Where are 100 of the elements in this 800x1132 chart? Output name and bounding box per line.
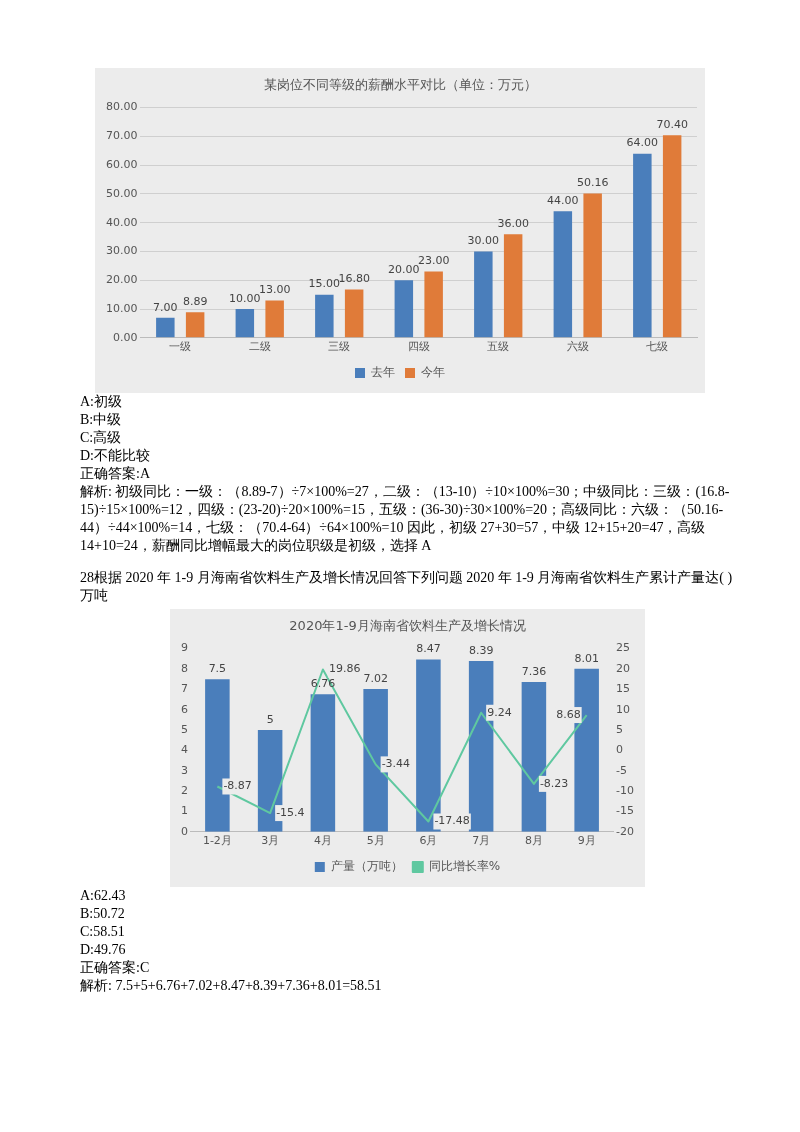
data-label: -15.4 [276, 805, 305, 819]
text: B:中级 [80, 411, 123, 429]
y-tick-label: 7 [181, 682, 188, 696]
data-label: 44.00 [547, 194, 579, 208]
y-tick-label: 70.00 [105, 129, 138, 143]
bar [235, 309, 255, 338]
text: 解析: 7.5+5+6.76+7.02+8.47+8.39+7.36+8.01=58.51 [80, 977, 383, 995]
x-tick-label: 4月 [313, 834, 332, 848]
y-tick-label: 6 [181, 702, 188, 716]
y-tick-label: 2 [181, 783, 188, 797]
y-tick-label: 30.00 [105, 244, 138, 258]
data-label: 8.39 [468, 643, 494, 657]
data-label: -8.23 [539, 776, 569, 790]
data-label: 7.00 [153, 300, 178, 314]
y2-tick-label: 0 [616, 743, 624, 757]
y-tick-label: 40.00 [105, 215, 138, 229]
bar [503, 234, 523, 338]
x-tick-label: 七级 [646, 340, 669, 354]
data-label: -17.48 [434, 814, 470, 828]
x-tick-label: 二级 [248, 340, 271, 354]
data-label: 8.68 [556, 707, 581, 721]
data-label: 5 [266, 712, 274, 726]
x-tick-label: 6月 [419, 834, 438, 848]
data-label: 20.00 [388, 263, 420, 277]
bar [424, 271, 443, 338]
y2-tick-label: -20 [616, 824, 634, 838]
data-label: 15.00 [308, 277, 341, 291]
data-label: 7.36 [521, 664, 547, 678]
text: 正确答案:C [80, 959, 151, 977]
bar [185, 312, 205, 338]
legend-label: 产量（万吨） [330, 859, 403, 874]
text: A:初级 [80, 393, 123, 411]
legend-label: 去年 [371, 365, 395, 380]
y2-tick-label: 15 [616, 682, 631, 696]
y2-tick-label: -15 [616, 804, 634, 818]
data-label: 9.24 [487, 705, 512, 719]
x-tick-label: 一级 [169, 340, 192, 354]
y-tick-label: 60.00 [105, 158, 138, 172]
y2-tick-label: 20 [616, 661, 631, 675]
y2-tick-label: -5 [616, 763, 627, 777]
text: D:不能比较 [80, 447, 151, 465]
y2-tick-label: 10 [616, 702, 631, 716]
y-tick-label: 1 [181, 804, 188, 818]
y-tick-label: 3 [181, 763, 188, 777]
bar [394, 280, 414, 338]
data-label: 7.5 [208, 661, 227, 675]
data-label: 10.00 [229, 291, 261, 305]
data-label: 8.89 [182, 295, 208, 309]
bar [156, 317, 175, 338]
y2-tick-label: 25 [616, 641, 631, 655]
y-tick-label: 0 [181, 824, 188, 838]
bar [583, 193, 602, 338]
text: C:58.51 [80, 923, 126, 941]
data-label: 8.01 [574, 651, 599, 665]
x-tick-label: 三级 [328, 340, 351, 354]
bar [474, 251, 493, 338]
text: 正确答案:A [80, 465, 151, 483]
data-label: -3.44 [381, 757, 411, 771]
x-tick-label: 3月 [261, 834, 280, 848]
x-tick-label: 8月 [524, 834, 543, 848]
y-tick-label: 9 [181, 641, 188, 655]
data-label: 19.86 [328, 662, 361, 676]
x-tick-label: 五级 [487, 340, 510, 354]
x-tick-label: 7月 [472, 834, 491, 848]
text: D:49.76 [80, 941, 127, 959]
text: A:62.43 [80, 887, 127, 905]
legend-label: 今年 [421, 365, 445, 380]
bar [662, 135, 682, 338]
x-tick-label: 5月 [366, 834, 385, 848]
chart-title: 某岗位不同等级的薪酬水平对比（单位：万元） [263, 77, 537, 93]
data-label: 7.02 [363, 671, 388, 685]
y2-tick-label: 5 [616, 722, 624, 736]
bar [553, 211, 573, 338]
x-tick-label: 四级 [407, 340, 430, 354]
text: 解析: 初级同比：一级：（8.89-7）÷7×100%=27，二级：（13-10）÷10×100%=30；中级同比：三级：(16.8-15)÷15×100%=12，四级：(23-20)÷20×100%=15，五级：(36-30)÷30×100%=20；高级同比：六级：（50.16-44）÷44×100%=14，七级：（70.4-64）÷64×100%=10 因此，初级 27+30=57，中级 12+15+20=47，高级 14+10=24，薪酬同比增幅最大的岗位职级是初级，选择 A [80, 483, 731, 555]
y-tick-label: 20.00 [105, 273, 138, 287]
y-tick-label: 50.00 [105, 186, 138, 200]
text: 28根据 2020 年 1-9 月海南省饮料生产及增长情况回答下列问题 2020 年 1-9 月海南省饮料生产累计产量达( )万吨 [80, 569, 734, 605]
y2-tick-label: -10 [616, 783, 634, 797]
bar [633, 153, 652, 338]
chart-title: 2020年1-9月海南省饮料生产及增长情况 [289, 618, 526, 634]
x-tick-label: 六级 [566, 340, 589, 354]
text: B:50.72 [80, 905, 126, 923]
y-tick-label: 8 [181, 661, 188, 675]
text: C:高级 [80, 429, 123, 447]
y-tick-label: 10.00 [105, 301, 138, 315]
data-label: 36.00 [497, 217, 529, 231]
data-label: 70.40 [656, 118, 688, 132]
bar [265, 300, 284, 338]
data-label: 64.00 [626, 136, 659, 150]
data-label: 8.47 [416, 642, 441, 656]
y-tick-label: 4 [181, 743, 188, 757]
bar [344, 289, 364, 338]
data-label: 16.80 [338, 272, 370, 286]
data-label: -8.87 [223, 779, 252, 793]
x-tick-label: 1-2月 [202, 834, 232, 848]
y-tick-label: 0.00 [112, 330, 138, 344]
x-tick-label: 9月 [577, 834, 596, 848]
bar [310, 694, 336, 832]
bar [315, 294, 334, 338]
